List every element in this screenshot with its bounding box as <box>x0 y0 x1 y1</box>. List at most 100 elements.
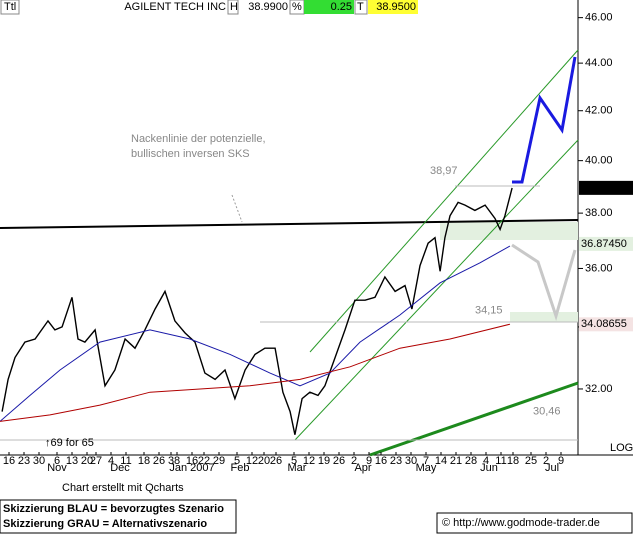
neckline <box>0 219 579 229</box>
series-line <box>0 245 511 422</box>
y-tick-label: 40.00 <box>585 155 613 167</box>
month-label: Nov <box>47 462 67 474</box>
x-tick-label: 11 <box>495 455 506 467</box>
last: 38.9500 <box>376 1 416 13</box>
x-tick-label: 12 <box>246 455 258 467</box>
x-tick-label: 30 <box>33 455 45 467</box>
high: 38.9900 <box>248 1 288 13</box>
legend-line: Skizzierung BLAU = bevorzugtes Szenario <box>3 503 224 515</box>
pct-label: % <box>292 1 302 13</box>
annotation: Nackenlinie der potenzielle, <box>131 133 266 145</box>
month-label: Mar <box>288 462 307 474</box>
series-line <box>1 187 513 435</box>
month-label: Jul <box>545 462 559 474</box>
x-tick-label: 29 <box>213 455 225 467</box>
x-tick-label: 21 <box>450 455 462 467</box>
x-tick-label: 4 <box>483 455 489 467</box>
x-tick-label: 27 <box>90 455 102 467</box>
x-tick-label: 4 <box>108 455 114 467</box>
x-tick-label: 20 <box>81 455 93 467</box>
x-tick-label: 25 <box>525 455 537 467</box>
x-tick-label: 26 <box>270 455 282 467</box>
price-box <box>579 180 633 195</box>
y-tick-label: 44.00 <box>585 57 613 69</box>
x-tick-label: 16 <box>375 455 387 467</box>
pointer <box>231 194 243 223</box>
high-label: H <box>230 1 238 13</box>
x-tick-label: 9 <box>558 455 564 467</box>
month-label: Apr <box>354 462 371 474</box>
x-tick-label: 28 <box>465 455 477 467</box>
x-tick-label: 23 <box>18 455 30 467</box>
x-tick-label: 5 <box>234 455 240 467</box>
x-tick-label: 18 <box>138 455 150 467</box>
x-tick-label: 30 <box>405 455 417 467</box>
scenario-gray <box>511 243 577 322</box>
annotation: bullischen inversen SKS <box>131 148 250 160</box>
legend-line: Skizzierung GRAU = Alternativszenario <box>3 518 207 530</box>
x-tick-label: 7 <box>423 455 429 467</box>
support-line <box>369 381 579 457</box>
month-label: Dec <box>110 462 130 474</box>
header-box <box>227 0 239 15</box>
source: © http://www.godmode-trader.de <box>442 517 600 529</box>
price-label: 34.08655 <box>581 318 627 330</box>
symbol: Ttl <box>4 1 16 13</box>
y-tick-label: 38.00 <box>585 207 613 219</box>
x-tick-label: 14 <box>435 455 447 467</box>
month-label: May <box>416 462 437 474</box>
x-tick-label: 13 <box>66 455 78 467</box>
x-tick-label: 2 <box>543 455 549 467</box>
x-tick-label: 16 <box>3 455 15 467</box>
scenario-blue <box>512 56 577 184</box>
log-label: LOG <box>610 442 633 454</box>
pct: 0.25 <box>331 1 352 13</box>
x-tick-label: 8 <box>174 455 180 467</box>
pct-box <box>304 0 354 14</box>
source-box <box>436 512 633 534</box>
level-label: 38,97 <box>430 165 458 177</box>
month-label: Jan 2007 <box>169 462 214 474</box>
month-label: Jun <box>480 462 498 474</box>
y-tick-label: 42.00 <box>585 105 613 117</box>
zone <box>440 222 578 240</box>
credit: Chart erstellt mit Qcharts <box>62 482 184 494</box>
x-tick-label: 22 <box>198 455 210 467</box>
last-box <box>368 0 418 14</box>
zone <box>510 312 578 322</box>
level-label: 30,46 <box>533 405 561 417</box>
x-tick-label: 19 <box>318 455 330 467</box>
x-tick-label: 26 <box>333 455 345 467</box>
header-box <box>354 0 368 15</box>
level-label: 34,15 <box>475 304 503 316</box>
price-box <box>579 236 633 251</box>
y-tick-label: 36.00 <box>585 262 613 274</box>
last-label: T <box>357 1 364 13</box>
month-label: Feb <box>231 462 250 474</box>
x-tick-label: 6 <box>54 455 60 467</box>
x-tick-label: 12 <box>303 455 315 467</box>
x-tick-label: 3 <box>168 455 174 467</box>
x-tick-label: 16 <box>186 455 198 467</box>
x-tick-label: 26 <box>153 455 165 467</box>
legend-box <box>0 499 237 534</box>
x-tick-label: 18 <box>507 455 519 467</box>
x-tick-label: 20 <box>258 455 270 467</box>
x-tick-label: 9 <box>366 455 372 467</box>
x-tick-label: 23 <box>390 455 402 467</box>
price-label: 38.9500 <box>581 182 621 194</box>
series-line <box>0 323 511 422</box>
x-tick-label: 11 <box>120 455 131 467</box>
y-tick-label: 32.00 <box>585 383 613 395</box>
price-label: 36.87450 <box>581 238 627 250</box>
x-tick-label: 2 <box>351 455 357 467</box>
name: AGILENT TECH INC <box>124 1 226 13</box>
channel-line <box>294 139 579 441</box>
price-box <box>579 317 633 332</box>
low-note: ↑69 for 65 <box>45 437 94 449</box>
header-box <box>0 0 20 15</box>
y-tick-label: 46.00 <box>585 12 613 24</box>
x-tick-label: 5 <box>291 455 297 467</box>
